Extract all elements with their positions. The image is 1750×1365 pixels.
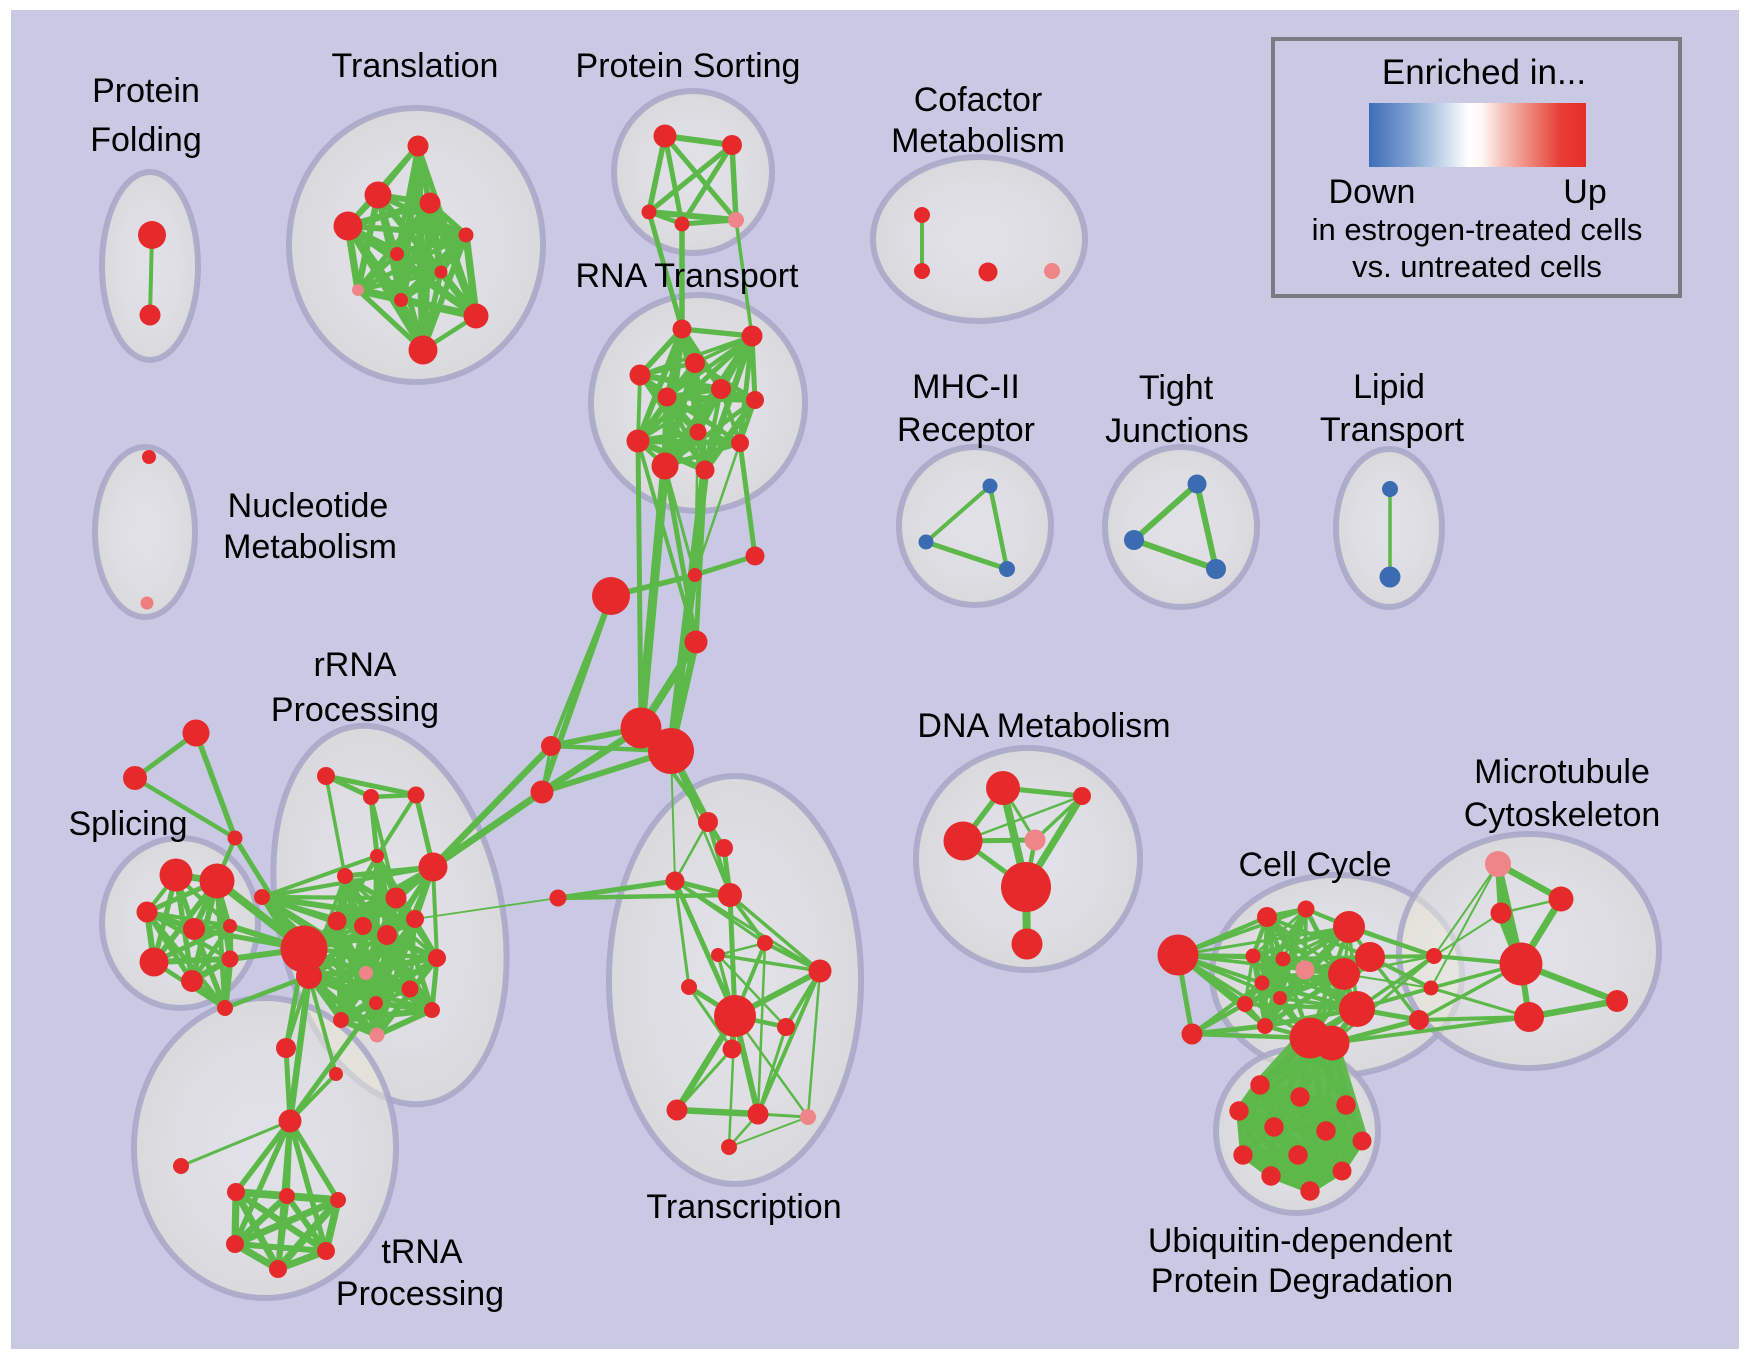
svg-text:Splicing: Splicing: [68, 805, 187, 843]
svg-text:Processing: Processing: [336, 1275, 504, 1313]
svg-text:Enriched in...: Enriched in...: [1382, 53, 1586, 92]
svg-text:Protein Sorting: Protein Sorting: [576, 47, 801, 85]
svg-text:Cofactor: Cofactor: [914, 81, 1043, 119]
svg-text:Protein: Protein: [92, 72, 200, 110]
svg-text:Translation: Translation: [332, 47, 499, 85]
svg-text:Microtubule: Microtubule: [1474, 753, 1650, 791]
svg-text:Receptor: Receptor: [897, 411, 1035, 449]
svg-text:Nucleotide: Nucleotide: [228, 487, 389, 525]
svg-text:Down: Down: [1329, 173, 1416, 211]
svg-text:Transcription: Transcription: [646, 1188, 841, 1226]
svg-text:Metabolism: Metabolism: [891, 122, 1065, 160]
svg-text:Ubiquitin-dependent: Ubiquitin-dependent: [1148, 1222, 1453, 1260]
svg-text:Cytoskeleton: Cytoskeleton: [1464, 796, 1661, 834]
svg-text:Lipid: Lipid: [1353, 368, 1425, 406]
svg-text:MHC-II: MHC-II: [912, 368, 1020, 406]
svg-text:Tight: Tight: [1139, 369, 1214, 407]
svg-text:Transport: Transport: [1320, 411, 1465, 449]
svg-text:DNA Metabolism: DNA Metabolism: [917, 707, 1170, 745]
svg-text:tRNA: tRNA: [381, 1233, 463, 1271]
svg-text:Junctions: Junctions: [1105, 412, 1249, 450]
svg-text:Up: Up: [1563, 173, 1606, 211]
svg-text:rRNA: rRNA: [313, 646, 396, 684]
svg-text:Processing: Processing: [271, 691, 439, 729]
svg-text:Cell Cycle: Cell Cycle: [1238, 846, 1391, 884]
svg-text:Metabolism: Metabolism: [223, 528, 397, 566]
svg-text:Protein Degradation: Protein Degradation: [1151, 1262, 1453, 1300]
svg-text:Folding: Folding: [90, 121, 202, 159]
svg-text:RNA Transport: RNA Transport: [576, 257, 800, 295]
svg-text:vs. untreated cells: vs. untreated cells: [1352, 249, 1602, 284]
svg-text:in estrogen-treated cells: in estrogen-treated cells: [1312, 212, 1643, 247]
